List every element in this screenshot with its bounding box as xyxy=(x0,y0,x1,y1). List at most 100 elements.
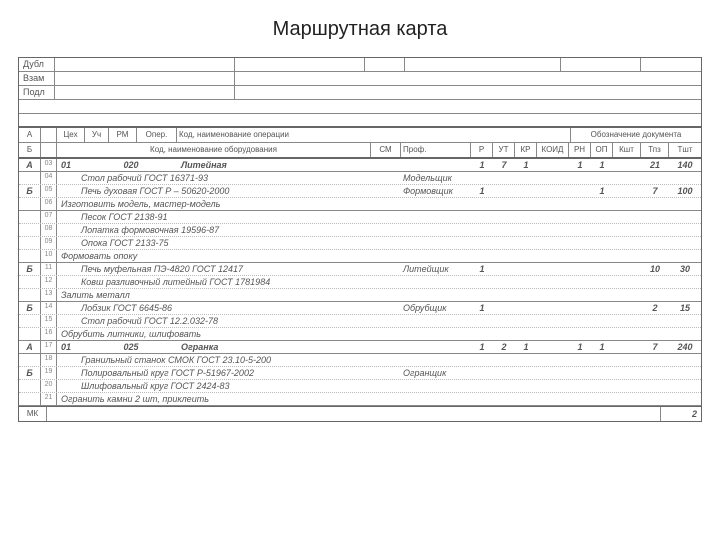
body-rows: А0301020Литейная171112114004Стол рабочий… xyxy=(19,159,701,406)
cell-prof xyxy=(401,354,471,366)
row-label xyxy=(19,393,41,405)
cell-task: Огранить камни 2 шт, приклеить xyxy=(57,393,371,405)
table-row: Б05Печь духовая ГОСТ Р – 50620-2000Формо… xyxy=(19,185,701,198)
cell-prof xyxy=(401,328,471,340)
row-label xyxy=(19,380,41,392)
table-row: Б14Лобзик ГОСТ 6645-86Обрубщик1215 xyxy=(19,302,701,315)
cell-prof: Формовщик xyxy=(401,185,471,197)
cell-equip: Полировальный круг ГОСТ Р-51967-2002 xyxy=(57,367,371,379)
row-num: 12 xyxy=(41,276,57,288)
cell-kr: 1 xyxy=(515,159,537,171)
table-row: 13Залить металл xyxy=(19,289,701,302)
table-row: 12Ковш разливочный литейный ГОСТ 1781984 xyxy=(19,276,701,289)
row-label: А xyxy=(19,159,41,171)
cell-prof: Модельщик xyxy=(401,172,471,184)
cell-equip: Лобзик ГОСТ 6645-86 xyxy=(57,302,371,314)
table-row: А0301020Литейная1711121140 xyxy=(19,159,701,172)
cell-op: 1 xyxy=(591,159,613,171)
hdr-ut: УТ xyxy=(493,143,515,157)
row-label xyxy=(19,224,41,236)
table-row: 21Огранить камни 2 шт, приклеить xyxy=(19,393,701,406)
row-label xyxy=(19,198,41,210)
row-num: 05 xyxy=(41,185,57,197)
row-num: 21 xyxy=(41,393,57,405)
cell-prof: Литейщик xyxy=(401,263,471,275)
cell-equip: Лопатка формовочная 19596-87 xyxy=(57,224,371,236)
hdr-r: Р xyxy=(471,143,493,157)
hdr-tpz: Тпз xyxy=(641,143,669,157)
cell-kr: 1 xyxy=(515,341,537,353)
table-row: 04Стол рабочий ГОСТ 16371-93Модельщик xyxy=(19,172,701,185)
row-label xyxy=(19,211,41,223)
row-num: 18 xyxy=(41,354,57,366)
row-label xyxy=(19,354,41,366)
cell-tsh: 240 xyxy=(669,341,701,353)
table-row: А1701025Огранка121117240 xyxy=(19,341,701,354)
hdr-rm: РМ xyxy=(109,128,137,142)
row-label: Б xyxy=(19,367,41,379)
row-num: 09 xyxy=(41,237,57,249)
hdr-ksh: Кшт xyxy=(613,143,641,157)
cell-cex: 01 xyxy=(57,159,85,171)
cell-task: Залить металл xyxy=(57,289,371,301)
row-label xyxy=(19,250,41,262)
row-num: 06 xyxy=(41,198,57,210)
table-row: 20Шлифовальный круг ГОСТ 2424-83 xyxy=(19,380,701,393)
row-num: 15 xyxy=(41,315,57,327)
cell-rn: 1 xyxy=(569,159,591,171)
table-row: 18Гранильный станок СМОК ГОСТ 23.10-5-20… xyxy=(19,354,701,367)
row-num: 10 xyxy=(41,250,57,262)
row-num: 11 xyxy=(41,263,57,275)
footer-page: 2 xyxy=(661,407,701,421)
cell-prof xyxy=(401,393,471,405)
cell-prof xyxy=(401,276,471,288)
hdr-kr: КР xyxy=(515,143,537,157)
table-row: 16Обрубить литники, шлифовать xyxy=(19,328,701,341)
hdr-doc: Обозначение документа xyxy=(571,128,701,142)
table-row: Б19Полировальный круг ГОСТ Р-51967-2002 О… xyxy=(19,367,701,380)
row-label xyxy=(19,328,41,340)
row-label: Б xyxy=(19,185,41,197)
page-title: Маршрутная карта xyxy=(18,18,702,41)
cell-prof xyxy=(401,237,471,249)
cell-oper: 020 xyxy=(85,159,177,171)
hdr-tsh: Тшт xyxy=(669,143,701,157)
cell-tpz: 21 xyxy=(641,159,669,171)
row-num: 13 xyxy=(41,289,57,301)
row-label xyxy=(19,315,41,327)
cell-equip: Ковш разливочный литейный ГОСТ 1781984 xyxy=(57,276,371,288)
cell-prof xyxy=(401,315,471,327)
cell-opname: Литейная xyxy=(177,159,371,171)
cell-prof xyxy=(401,380,471,392)
table-row: 09Опока ГОСТ 2133-75 xyxy=(19,237,701,250)
row-num: 14 xyxy=(41,302,57,314)
table-row: 07Песок ГОСТ 2138-91 xyxy=(19,211,701,224)
cell-equip: Стол рабочий ГОСТ 12.2.032-78 xyxy=(57,315,371,327)
cell-prof xyxy=(401,198,471,210)
cell-task: Формовать опоку xyxy=(57,250,371,262)
cell-rn: 1 xyxy=(569,341,591,353)
cell-ut: 7 xyxy=(493,159,515,171)
row-num: 07 xyxy=(41,211,57,223)
cell-tsh: 140 xyxy=(669,159,701,171)
hdr-equip: Код, наименование оборудования xyxy=(57,143,371,157)
row-num: 04 xyxy=(41,172,57,184)
hdr-uch: Уч xyxy=(85,128,109,142)
top-row-dubl: Дубл xyxy=(19,58,701,72)
table-row: 10Формовать опоку xyxy=(19,250,701,263)
cell-prof xyxy=(401,211,471,223)
label-vzam: Взам xyxy=(19,72,55,85)
cell-prof: Огранщик xyxy=(401,367,471,379)
hdr-op: ОП xyxy=(591,143,613,157)
row-num: 20 xyxy=(41,380,57,392)
cell-equip: Опока ГОСТ 2133-75 xyxy=(57,237,371,249)
cell-cex: 01 xyxy=(57,341,85,353)
row-num: 08 xyxy=(41,224,57,236)
table-row: 06Изготовить модель, мастер-модель xyxy=(19,198,701,211)
footer-mk: МК xyxy=(19,407,47,421)
cell-equip: Шлифовальный круг ГОСТ 2424-83 xyxy=(57,380,371,392)
header-row-a: А Цех Уч РМ Опер. Код, наименование опер… xyxy=(19,128,701,143)
row-num: 19 xyxy=(41,367,57,379)
top-row-vzam: Взам xyxy=(19,72,701,86)
row-num: 16 xyxy=(41,328,57,340)
